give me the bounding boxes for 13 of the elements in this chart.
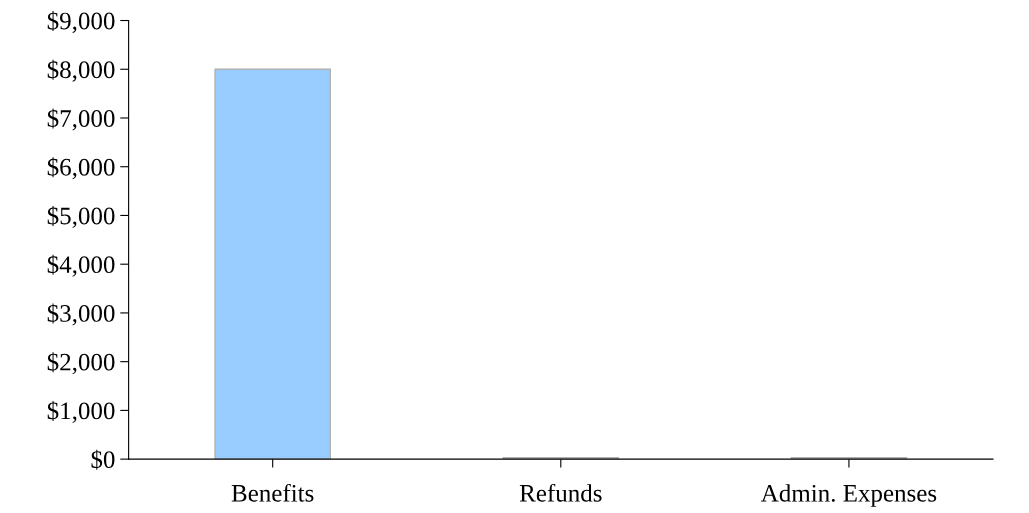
y-tick-label: $4,000	[47, 254, 115, 277]
y-tick-label: $5,000	[47, 206, 115, 228]
x-tick-label: Refunds	[519, 483, 602, 502]
y-tick-label: $9,000	[47, 11, 115, 34]
y-tick-label: $0	[91, 449, 115, 470]
y-tick-label: $2,000	[47, 352, 115, 375]
y-tick-label: $1,000	[47, 400, 115, 423]
x-tick-label: Benefits	[231, 483, 314, 502]
y-tick-label: $7,000	[47, 108, 115, 131]
y-tick-label: $8,000	[47, 59, 115, 82]
x-tick-label: Admin. Expenses	[760, 484, 937, 507]
y-tick-label: $3,000	[47, 303, 115, 326]
y-tick-label: $6,000	[47, 157, 115, 180]
